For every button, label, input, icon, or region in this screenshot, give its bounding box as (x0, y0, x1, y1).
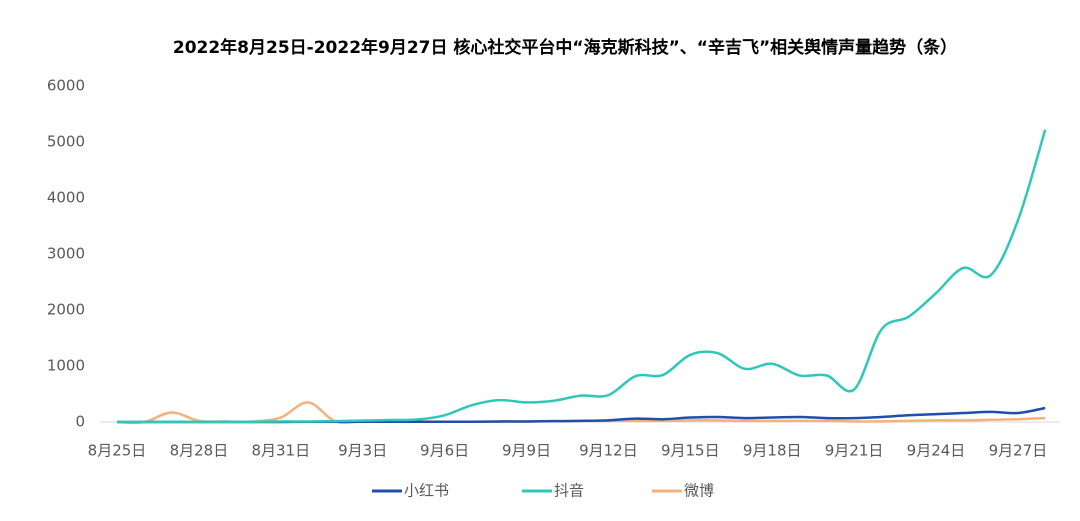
x-tick-label: 9月9日 (502, 442, 551, 460)
y-tick-label: 5000 (47, 133, 85, 151)
x-tick-label: 9月6日 (420, 442, 469, 460)
y-tick-label: 3000 (47, 245, 85, 263)
y-tick-label: 4000 (47, 189, 85, 207)
y-tick-label: 6000 (47, 77, 85, 95)
x-tick-label: 9月18日 (743, 442, 802, 460)
x-tick-label: 9月21日 (825, 442, 884, 460)
y-tick-label: 0 (75, 413, 85, 431)
x-tick-label: 9月3日 (338, 442, 387, 460)
y-tick-label: 1000 (47, 357, 85, 375)
legend-label: 抖音 (554, 482, 584, 500)
y-tick-label: 2000 (47, 301, 85, 319)
x-tick-label: 9月12日 (579, 442, 638, 460)
x-tick-label: 9月27日 (989, 442, 1048, 460)
legend-label: 小红书 (404, 482, 449, 500)
chart-title: 2022年8月25日-2022年9月27日 核心社交平台中“海克斯科技”、“辛吉… (173, 37, 957, 58)
line-series (116, 129, 1047, 424)
legend-label: 微博 (684, 482, 714, 500)
x-tick-label: 8月28日 (170, 442, 229, 460)
x-tick-label: 9月15日 (661, 442, 720, 460)
x-tick-label: 8月31日 (251, 442, 310, 460)
x-tick-label: 8月25日 (88, 442, 147, 460)
x-tick-label: 9月24日 (907, 442, 966, 460)
